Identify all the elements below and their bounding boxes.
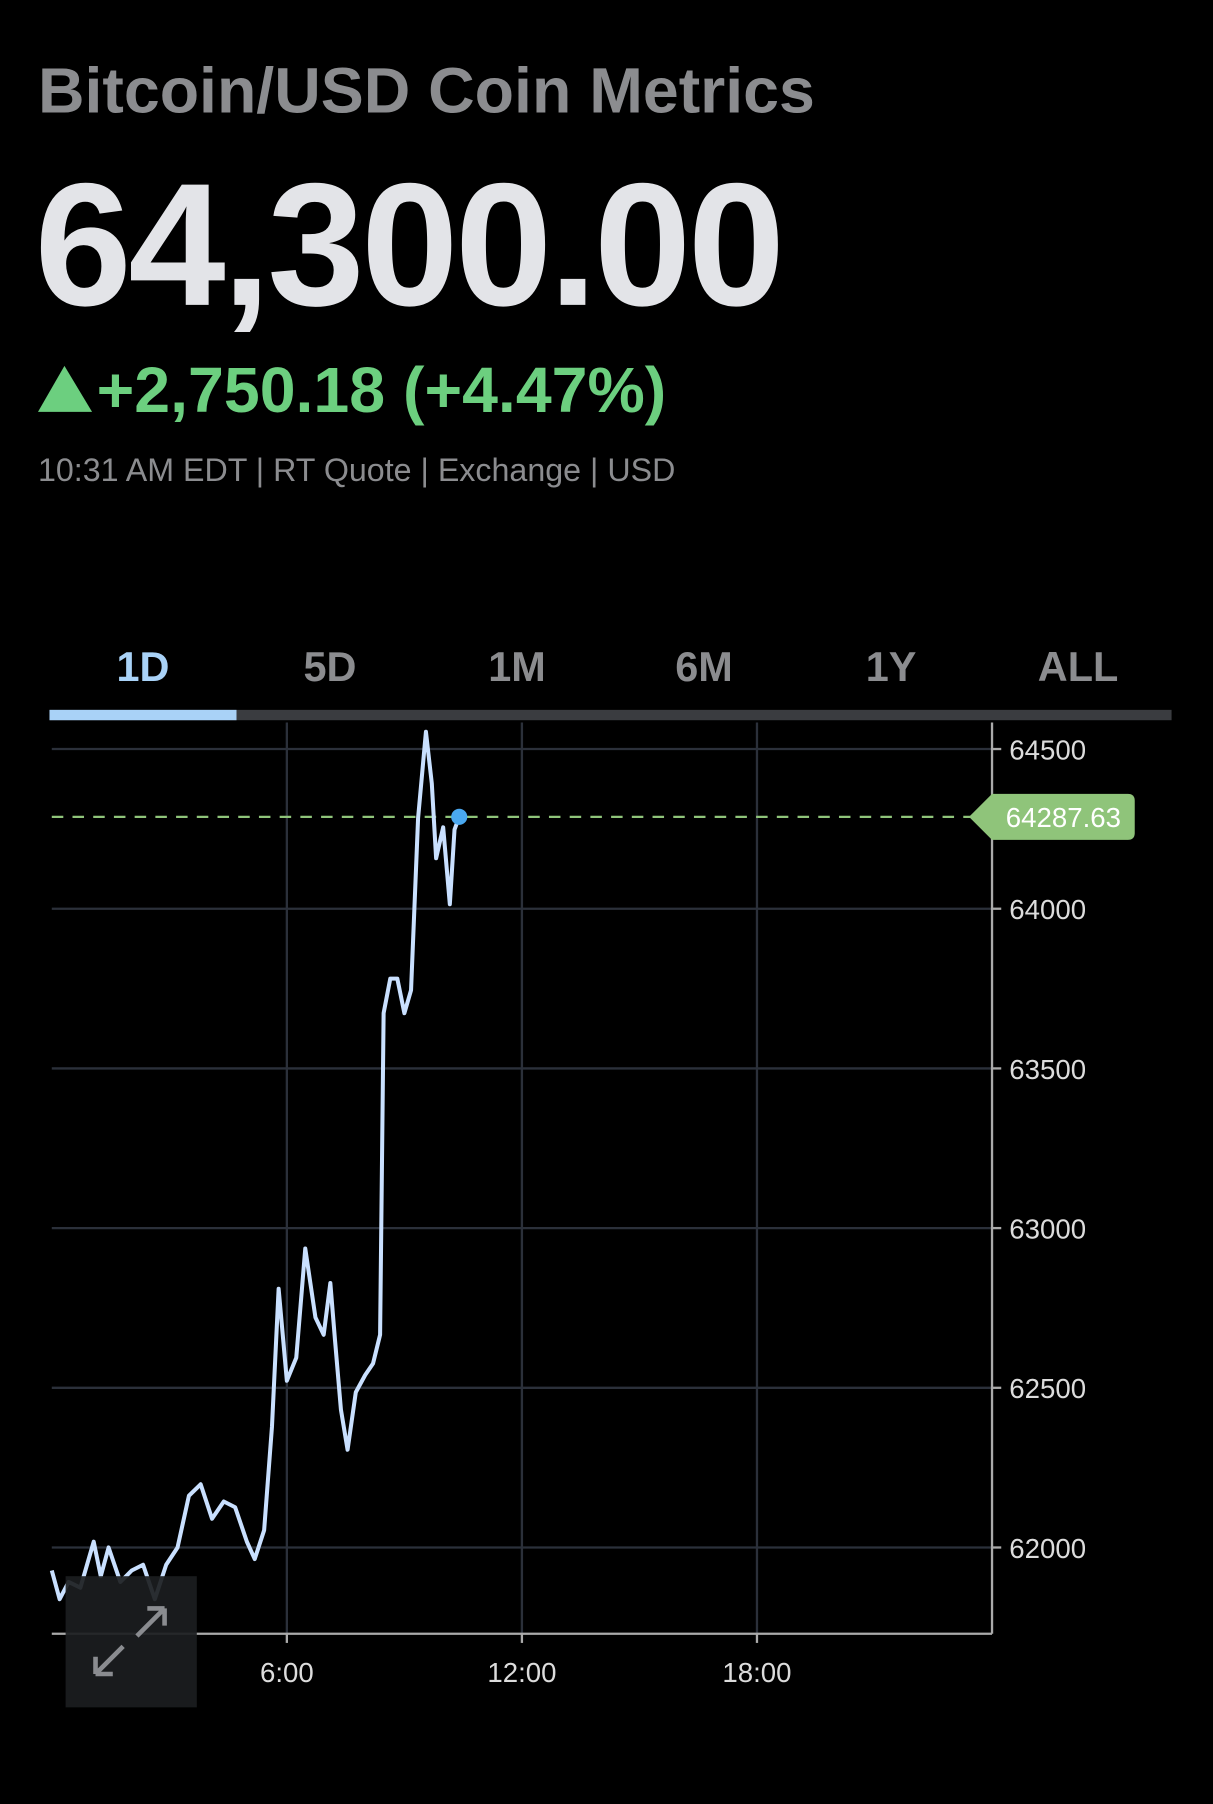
title: Bitcoin/USD Coin Metrics [38,55,815,127]
y-tick-label: 63000 [1009,1213,1086,1244]
price: 64,300.00 [35,148,782,343]
change: +2,750.18 (+4.47%) [97,354,667,426]
up-arrow [37,365,93,412]
y-tick-label: 64000 [1009,894,1086,925]
tab-track [49,709,1172,721]
y-tick-label: 62000 [1009,1533,1086,1564]
tab[interactable]: 6M [675,644,733,690]
tab[interactable]: 1D [117,644,170,690]
tabs: 1D 5D 1M 6M 1Y ALL [49,644,1119,721]
expand-button-bg[interactable] [65,1576,197,1708]
y-tick-label: 64500 [1009,734,1086,765]
tab[interactable]: 1M [488,644,546,690]
tab[interactable]: ALL [1038,644,1119,690]
price-line [49,729,462,1602]
tab-indicator [49,709,237,721]
x-tick-label: 6:00 [260,1657,314,1688]
y-tick-label: 62500 [1009,1373,1086,1404]
expand-button[interactable] [65,1576,197,1708]
current-value-label: 64287.63 [1006,802,1121,833]
x-tick-label: 18:00 [722,1657,791,1688]
y-tick-label: 63500 [1009,1054,1086,1085]
quote-meta: 10:31 AM EDT | RT Quote | Exchange | USD [38,452,675,488]
current-value-tag [969,793,1135,840]
x-tick-label: 12:00 [487,1657,556,1688]
tab[interactable]: 5D [304,644,357,690]
last-point [451,808,468,825]
tab[interactable]: 1Y [866,644,917,690]
expand-icon[interactable] [93,1606,167,1677]
chart: 62000 62500 63000 63500 64000 64500 6:00 12:00 1… [49,722,1135,1688]
